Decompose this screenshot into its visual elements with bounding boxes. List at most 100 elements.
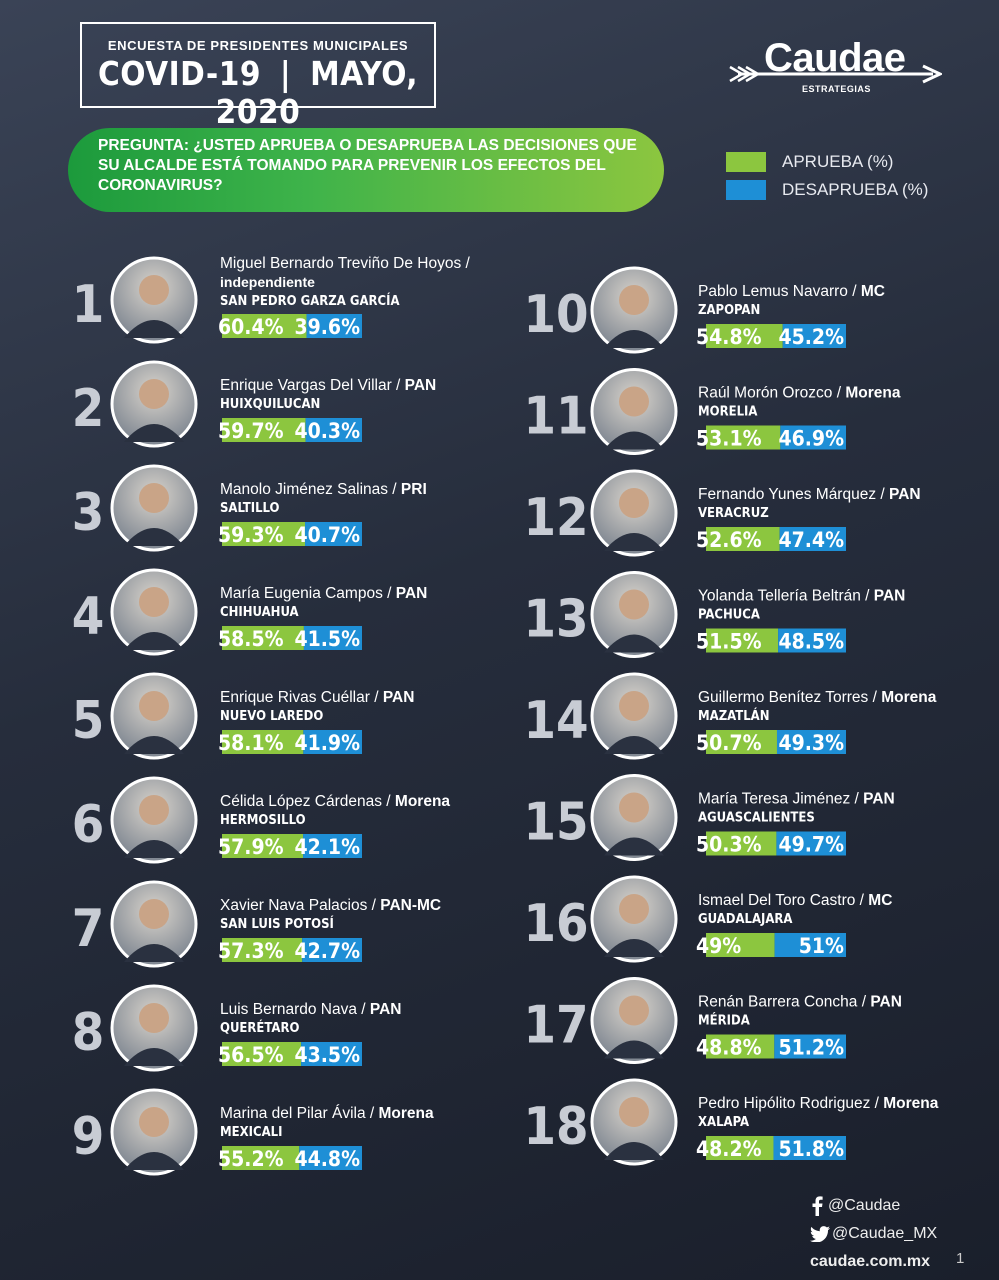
mayor-name-line: Marina del Pilar Ávila / Morena [220, 1105, 434, 1122]
approve-label: 55.2% [218, 1147, 284, 1171]
photo-head [139, 1107, 169, 1137]
mayor-name-line: Enrique Rivas Cuéllar / PAN [220, 689, 414, 706]
photo-body [604, 939, 664, 957]
mayor-city: AGUASCALIENTES [698, 811, 815, 826]
photo-head [139, 795, 169, 825]
disapprove-bar [779, 527, 846, 551]
mayor-party: Morena [379, 1105, 435, 1122]
disapprove-bar [778, 628, 846, 653]
disapprove-bar [305, 418, 362, 442]
social-links: @Caudae @Caudae_MX caudae.com.mx [810, 1192, 937, 1276]
approve-bar [706, 425, 781, 450]
mayor-name: Célida López Cárdenas / [220, 793, 395, 810]
photo-head [619, 792, 649, 823]
mayor-city: SAN LUIS POTOSÍ [220, 916, 334, 932]
approve-label: 53.1% [696, 427, 762, 451]
disapprove-bar [301, 1042, 362, 1066]
mayor-name: Xavier Nava Palacios / [220, 897, 380, 914]
approve-label: 50.3% [696, 833, 762, 857]
approve-label: 59.3% [218, 523, 284, 547]
disapprove-label: 42.7% [294, 939, 360, 963]
approve-bar [222, 626, 304, 650]
photo-head [139, 587, 169, 617]
mayor-city: MEXICALI [220, 1125, 282, 1140]
photo-body [604, 1142, 664, 1160]
photo-head [139, 899, 169, 929]
page-number: 1 [956, 1250, 965, 1267]
photo-body [604, 1040, 664, 1059]
disapprove-label: 42.1% [294, 835, 360, 859]
mayor-name: María Teresa Jiménez / [698, 791, 863, 808]
survey-title: COVID-19 | MAYO, 2020 [82, 55, 434, 131]
photo-body [604, 837, 664, 856]
disapprove-label: 40.3% [294, 419, 360, 443]
mayor-city: HUIXQUILUCAN [220, 397, 320, 412]
photo-body [124, 632, 184, 650]
disapprove-bar [305, 522, 362, 546]
photo-head [619, 894, 649, 924]
mayor-city: MÉRIDA [698, 1013, 750, 1029]
mayor-name-line: Ismael Del Toro Castro / MC [698, 892, 892, 909]
approve-bar [222, 418, 306, 442]
arrow-icon [729, 64, 942, 84]
facebook-link[interactable]: @Caudae [810, 1192, 937, 1220]
approve-bar [222, 834, 304, 858]
disapprove-bar [303, 626, 362, 650]
website-link[interactable]: caudae.com.mx [810, 1253, 931, 1270]
mayor-party: PAN [396, 585, 428, 602]
mayor-name: Renán Barrera Concha / [698, 994, 870, 1011]
approve-label: 59.7% [218, 419, 284, 443]
approve-bar [222, 1146, 300, 1170]
survey-subtitle: ENCUESTA DE PRESIDENTES MUNICIPALES [107, 38, 409, 53]
disapprove-bar [776, 831, 846, 856]
mayor-name: Ismael Del Toro Castro / [698, 892, 868, 909]
approve-bar [222, 522, 306, 546]
rank-number: 13 [523, 590, 588, 650]
photo-body [124, 840, 184, 858]
mayor-name-line: Fernando Yunes Márquez / PAN [698, 486, 921, 503]
disapprove-bar [303, 730, 362, 754]
rank-number: 9 [72, 1107, 105, 1167]
mayor-party: PAN [889, 486, 921, 503]
rank-number: 17 [523, 996, 588, 1056]
photo-body [604, 330, 664, 348]
mayor-name: Enrique Rivas Cuéllar / [220, 689, 383, 706]
mayor-party: Morena [395, 793, 451, 810]
approve-label: 48.8% [696, 1036, 762, 1060]
title-left: COVID-19 [97, 54, 262, 93]
mayor-party: PAN [370, 1001, 402, 1018]
photo-head [619, 1097, 649, 1127]
rank-number: 3 [72, 483, 105, 543]
mayor-party: PAN [874, 588, 906, 605]
mayor-name: María Eugenia Campos / [220, 585, 396, 602]
mayor-name-line: Enrique Vargas Del Villar / PAN [220, 377, 436, 394]
twitter-link[interactable]: @Caudae_MX [810, 1220, 937, 1248]
mayor-name-line: Xavier Nava Palacios / PAN-MC [220, 897, 441, 914]
mayor-name: Fernando Yunes Márquez / [698, 486, 889, 503]
mayor-name: Enrique Vargas Del Villar / [220, 377, 405, 394]
approve-label: 60.4% [218, 315, 284, 339]
legend: APRUEBA (%) DESAPRUEBA (%) [726, 148, 928, 204]
rank-number: 18 [523, 1097, 588, 1157]
approve-bar [222, 314, 307, 338]
legend-approve-swatch [726, 152, 766, 172]
approve-bar [706, 1136, 774, 1160]
photo-body [604, 431, 664, 450]
rank-number: 4 [72, 587, 105, 647]
approve-bar [706, 933, 775, 957]
mayor-city: SAN PEDRO GARZA GARCÍA [220, 293, 400, 309]
mayor-party: MC [861, 283, 885, 300]
rank-number: 7 [72, 899, 105, 959]
approve-label: 57.9% [218, 835, 284, 859]
rank-number: 16 [523, 894, 588, 954]
photo-body [124, 1152, 184, 1170]
photo-body [124, 528, 184, 546]
disapprove-bar [303, 834, 362, 858]
brand-name: Caudae [764, 36, 906, 80]
disapprove-label: 43.5% [294, 1043, 360, 1067]
mayor-name-line: Pedro Hipólito Rodriguez / Morena [698, 1095, 939, 1112]
title-right: MAYO, 2020 [215, 54, 419, 131]
mayor-name: Raúl Morón Orozco / [698, 385, 845, 402]
photo-head [619, 386, 649, 417]
mayor-name-line: Manolo Jiménez Salinas / PRI [220, 481, 427, 498]
